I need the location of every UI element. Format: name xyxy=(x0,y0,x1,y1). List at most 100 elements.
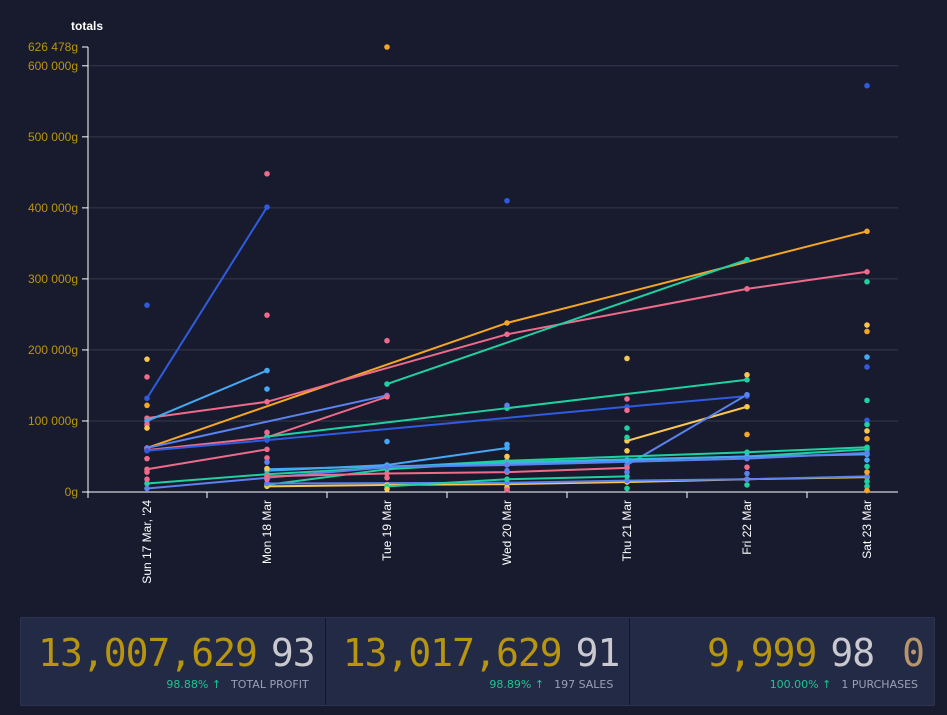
data-point xyxy=(624,407,630,414)
data-point xyxy=(504,487,510,493)
series-point xyxy=(264,446,270,453)
purchases-cents: 98 xyxy=(830,631,875,675)
x-tick-label: Mon 18 Mar xyxy=(260,500,274,564)
y-tick-label: 200 000g xyxy=(28,343,78,357)
y-tick-label: 500 000g xyxy=(28,130,78,144)
series-point xyxy=(504,320,510,326)
series-point xyxy=(144,395,150,402)
data-point xyxy=(504,197,510,204)
series-line xyxy=(386,258,748,385)
sales-percent: 98.89% ↑ xyxy=(489,678,545,691)
data-point xyxy=(864,421,870,428)
data-point xyxy=(624,485,630,492)
data-point xyxy=(864,328,870,335)
data-point xyxy=(864,278,870,285)
profit-subline: 98.88% ↑ TOTAL PROFIT xyxy=(166,678,308,691)
data-point xyxy=(264,386,270,392)
y-tick-label: 0g xyxy=(65,485,78,499)
series-point xyxy=(624,473,630,480)
series-point xyxy=(504,331,510,338)
series-point xyxy=(624,465,630,471)
data-point xyxy=(384,438,390,445)
series-point xyxy=(384,381,390,387)
sales-label: 197 SALES xyxy=(554,678,614,691)
data-point xyxy=(744,482,750,488)
sales-cents: 91 xyxy=(575,631,621,675)
profit-label: TOTAL PROFIT xyxy=(231,678,309,691)
data-point xyxy=(864,483,870,490)
data-point xyxy=(864,354,870,360)
series-point xyxy=(144,485,150,492)
line-chart: totals 0g 100 000g 200 000g 300 000g 400 000… xyxy=(28,19,898,584)
x-tick-label: Sat 23 Mar xyxy=(860,500,874,559)
purchases-extra: 0 xyxy=(902,631,925,675)
data-point xyxy=(384,474,390,481)
series-point xyxy=(264,480,270,487)
series-line xyxy=(146,369,268,422)
data-point xyxy=(384,337,390,344)
data-point xyxy=(144,425,150,431)
series-point xyxy=(864,228,870,235)
profit-percent: 98.88% ↑ xyxy=(166,678,222,691)
data-point xyxy=(624,396,630,402)
data-point xyxy=(384,486,390,492)
series-point xyxy=(144,480,150,487)
purchases-percent: 100.00% ↑ xyxy=(769,678,832,691)
series-line xyxy=(146,448,268,471)
profit-amount: 13,007,629 93 xyxy=(38,631,316,675)
data-point xyxy=(624,355,630,362)
series-point xyxy=(864,269,870,275)
series-point xyxy=(744,455,750,462)
purchases-subline: 100.00% ↑ 1 PURCHASES xyxy=(770,678,918,691)
data-point xyxy=(264,476,270,483)
x-tick-label: Sun 17 Mar, '24 xyxy=(140,500,154,584)
x-tick-label: Thu 21 Mar xyxy=(620,500,634,561)
data-point xyxy=(864,478,870,485)
series-line xyxy=(146,270,868,420)
series-point xyxy=(864,473,870,480)
series-line xyxy=(626,393,748,466)
data-point xyxy=(144,302,150,308)
profit-value: 13,007,629 xyxy=(38,631,258,675)
data-point xyxy=(864,397,870,404)
series-line xyxy=(146,451,868,490)
data-point xyxy=(864,82,870,89)
series-line xyxy=(266,466,628,478)
sales-value: 13,017,629 xyxy=(342,631,563,675)
data-point xyxy=(384,44,390,50)
series-point xyxy=(264,367,270,374)
y-axis-ticks: 0g 100 000g 200 000g 300 000g 400 000g 500 00… xyxy=(28,40,88,499)
x-tick-label: Fri 22 Mar xyxy=(740,500,754,555)
series-point xyxy=(624,477,630,484)
series-point xyxy=(264,437,270,443)
data-point xyxy=(744,464,750,470)
data-point xyxy=(264,459,270,465)
series-point xyxy=(504,462,510,468)
series-point xyxy=(384,394,390,400)
data-point xyxy=(504,402,510,409)
profit-cents: 93 xyxy=(270,631,316,675)
series-line xyxy=(146,230,868,449)
data-point xyxy=(144,402,150,409)
data-point xyxy=(624,434,630,441)
data-point xyxy=(864,469,870,475)
purchases-label: 1 PURCHASES xyxy=(841,678,919,691)
series-point xyxy=(744,391,750,398)
series-point xyxy=(504,476,510,483)
x-axis-ticks: Sun 17 Mar, '24 Mon 18 Mar Tue 19 Mar Wed 2… xyxy=(87,492,874,584)
data-point xyxy=(504,467,510,474)
series-point xyxy=(264,398,270,405)
y-tick-label: 300 000g xyxy=(28,272,78,286)
series-line xyxy=(146,395,748,452)
series-point xyxy=(744,286,750,292)
data-point xyxy=(264,455,270,461)
data-point xyxy=(864,322,870,328)
series-point xyxy=(384,464,390,470)
scatter-points xyxy=(144,44,870,494)
data-point xyxy=(624,448,630,454)
data-point xyxy=(144,374,150,380)
y-max-label: 626 478g xyxy=(28,40,78,54)
purchases-value: 9,999 xyxy=(706,631,817,675)
x-tick-label: Tue 19 Mar xyxy=(380,500,394,561)
chart-title: totals xyxy=(71,19,103,33)
